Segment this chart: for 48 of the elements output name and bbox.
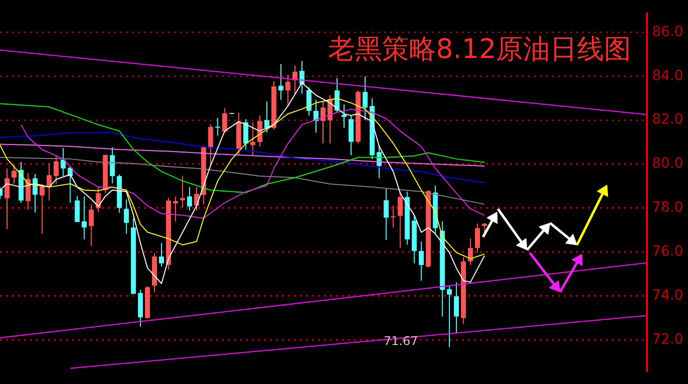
candlestick bbox=[468, 238, 473, 266]
candlestick bbox=[74, 195, 80, 222]
candlestick bbox=[215, 117, 220, 136]
candlestick bbox=[278, 64, 284, 100]
y-tick-label: 82.0 bbox=[652, 112, 684, 128]
candlestick bbox=[482, 222, 487, 234]
y-tick-label: 76.0 bbox=[652, 244, 684, 260]
candlestick bbox=[320, 100, 326, 144]
candlestick bbox=[454, 282, 459, 334]
candlestick bbox=[54, 155, 59, 184]
candlestick bbox=[348, 114, 354, 156]
candlestick bbox=[362, 76, 368, 121]
candlestick bbox=[159, 242, 164, 267]
y-tick-label: 72.0 bbox=[652, 331, 684, 348]
candlestick bbox=[110, 146, 115, 184]
candlestick bbox=[390, 205, 396, 228]
candlestick bbox=[60, 147, 66, 177]
candlestick bbox=[250, 122, 256, 156]
candlestick bbox=[187, 186, 192, 212]
y-tick-label: 78.0 bbox=[652, 200, 684, 216]
candlestick bbox=[180, 176, 186, 208]
candlestick bbox=[292, 65, 298, 94]
y-tick-label: 86.0 bbox=[652, 24, 684, 40]
candlestick bbox=[398, 191, 403, 248]
candlestick bbox=[243, 118, 248, 150]
candlestick bbox=[474, 223, 480, 254]
candlestick bbox=[285, 74, 290, 108]
y-tick-label: 80.0 bbox=[652, 156, 684, 172]
candlestick bbox=[88, 204, 94, 247]
candlestick bbox=[384, 188, 389, 241]
candlestick bbox=[208, 124, 214, 166]
candlestick bbox=[96, 186, 101, 212]
candlestick bbox=[40, 183, 45, 234]
text: 老黑策略8.12原油日线图 bbox=[328, 34, 632, 66]
candlestick bbox=[124, 198, 129, 234]
candlestick bbox=[342, 104, 347, 128]
candlestick bbox=[12, 164, 17, 184]
candlestick bbox=[82, 196, 87, 240]
candlestick bbox=[446, 284, 452, 348]
y-tick-label: 74.0 bbox=[652, 287, 684, 304]
candlestick bbox=[222, 107, 228, 134]
y-tick-label: 84.0 bbox=[652, 68, 684, 84]
candlestick bbox=[4, 168, 10, 230]
candlestick bbox=[173, 196, 178, 222]
candlestick bbox=[46, 163, 52, 201]
candlestick bbox=[418, 241, 424, 282]
candlestick bbox=[306, 86, 312, 116]
candlestick bbox=[264, 100, 270, 134]
